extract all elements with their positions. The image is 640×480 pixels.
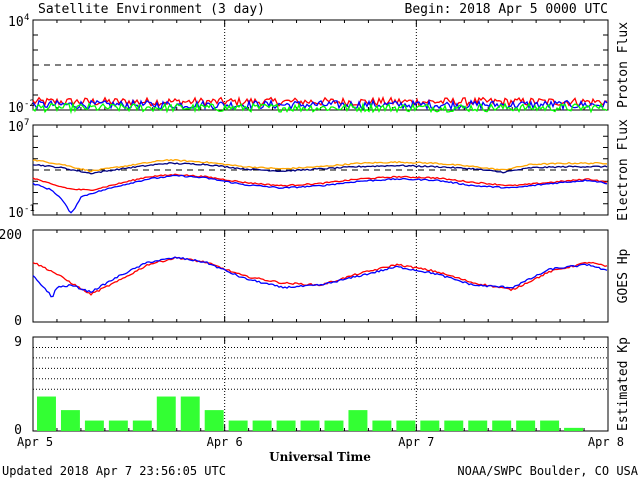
y-axis-label: Electron Flux <box>616 119 631 221</box>
kp-bar <box>204 410 224 431</box>
kp-bar <box>564 427 584 431</box>
kp-bar <box>60 410 80 431</box>
series-line-blue <box>32 256 608 298</box>
y-tick-label: 0 <box>14 423 22 438</box>
x-tick-labels: Apr 5 Apr 6 Apr 7 Apr 8 <box>17 435 624 449</box>
begin-label: Begin: 2018 Apr 5 0000 UTC <box>405 2 609 17</box>
chart-title: Satellite Environment (3 day) <box>38 2 265 17</box>
kp-bar <box>516 420 536 431</box>
x-tick-label: Apr 5 <box>17 435 53 449</box>
kp-bar <box>180 396 200 431</box>
y-tick-label: 9 <box>14 335 22 350</box>
kp-bar <box>228 420 248 431</box>
kp-bar <box>84 420 104 431</box>
series-line-red <box>32 95 608 108</box>
series-line-green <box>32 101 608 115</box>
y-tick-label: 0 <box>14 314 22 329</box>
kp-bar <box>324 420 344 431</box>
kp-bar <box>420 420 440 431</box>
x-tick-label: Apr 7 <box>398 435 434 449</box>
y-axis-label: GOES Hp <box>616 248 631 303</box>
x-axis-label: Universal Time <box>269 450 371 464</box>
y-tick-label: 10 <box>8 15 24 30</box>
panel-goes-hp: GOES Hp 200 0 <box>0 228 631 329</box>
kp-bar <box>132 420 152 431</box>
series-line-orange <box>32 158 607 173</box>
y-tick-label: 10 <box>8 206 24 221</box>
kp-bar <box>396 420 416 431</box>
y-axis-label: Estimated Kp <box>616 337 631 431</box>
series-line-blue <box>32 98 608 111</box>
series-line-navy <box>32 162 608 175</box>
kp-bar <box>156 396 176 431</box>
y-tick-label: 10 <box>8 120 24 135</box>
footer-updated: Updated 2018 Apr 7 23:56:05 UTC <box>2 464 226 478</box>
kp-bar <box>444 420 464 431</box>
y-tick-exponent: 4 <box>24 13 29 23</box>
kp-bar <box>372 420 392 431</box>
series-line-red <box>32 173 608 191</box>
y-axis-label: Proton Flux <box>616 22 631 108</box>
kp-bar <box>540 420 560 431</box>
y-tick-label: 10 <box>8 101 24 116</box>
kp-bar <box>300 420 320 431</box>
y-tick-exponent: -2 <box>24 99 35 109</box>
footer-credit: NOAA/SWPC Boulder, CO USA <box>457 464 638 478</box>
kp-bar <box>492 420 512 431</box>
kp-bar <box>468 420 488 431</box>
y-tick-label: 200 <box>0 228 22 243</box>
y-tick-exponent: -1 <box>24 204 35 214</box>
kp-bar <box>108 420 128 431</box>
x-tick-label: Apr 8 <box>588 435 624 449</box>
series-line-blue <box>32 174 608 214</box>
kp-bar <box>37 396 56 431</box>
panel-frame <box>32 336 609 432</box>
kp-bar <box>276 420 296 431</box>
kp-bar <box>348 410 368 431</box>
panel-estimated-kp: Estimated Kp 9 0 <box>14 335 631 438</box>
kp-bar <box>252 420 272 431</box>
y-tick-exponent: 7 <box>24 118 29 128</box>
x-tick-label: Apr 6 <box>207 435 243 449</box>
